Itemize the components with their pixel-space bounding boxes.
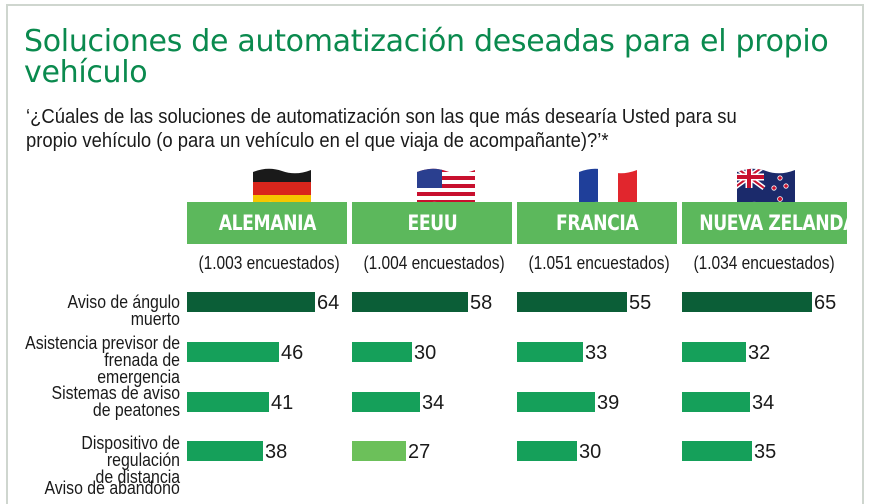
data-label-francia-row-3: 30 [579, 441, 601, 463]
bar-eeuu-row-0 [352, 292, 468, 312]
country-header-eeuu: EEUU [352, 202, 512, 244]
data-label-francia-row-1: 33 [585, 342, 607, 364]
data-label-eeuu-row-2: 34 [422, 392, 444, 414]
bar-eeuu-row-2 [352, 392, 420, 412]
germany-flag-icon [253, 168, 311, 207]
data-label-nueva-zelanda-row-1: 32 [748, 342, 770, 364]
bar-alemania-row-0 [187, 292, 315, 312]
row-label-aviso-peatones: Sistemas de aviso de peatones [51, 383, 180, 420]
data-label-alemania-row-0: 64 [317, 292, 339, 314]
france-flag-icon [579, 168, 637, 207]
bar-nueva-zelanda-row-1 [682, 342, 746, 362]
bar-francia-row-1 [517, 342, 583, 362]
row-label-frenada-emergencia: Asistencia previsor de frenada de emergen… [25, 333, 180, 387]
respondents-eeuu: (1.004 encuestados) [363, 253, 505, 273]
bar-eeuu-row-1 [352, 342, 412, 362]
data-label-francia-row-2: 39 [597, 392, 619, 414]
bar-eeuu-row-3 [352, 441, 406, 461]
country-header-francia: FRANCIA [517, 202, 677, 244]
data-label-eeuu-row-1: 30 [414, 342, 436, 364]
bar-francia-row-0 [517, 292, 627, 312]
data-label-nueva-zelanda-row-2: 34 [752, 392, 774, 414]
data-label-nueva-zelanda-row-3: 35 [754, 441, 776, 463]
bar-chart: 64 46 41 38 58 30 34 27 55 33 39 30 65 32 34 35 [187, 292, 836, 463]
new-zealand-flag-icon [737, 168, 795, 207]
bar-nueva-zelanda-row-3 [682, 441, 752, 461]
bar-alemania-row-2 [187, 392, 269, 412]
bar-francia-row-3 [517, 441, 577, 461]
data-label-alemania-row-3: 38 [265, 441, 287, 463]
row-label-angulo-muerto: Aviso de ángulo muerto [67, 292, 180, 329]
chart-frame [6, 4, 864, 504]
country-header-nueva-zelanda: NUEVA ZELANDA [682, 202, 847, 244]
bar-francia-row-2 [517, 392, 595, 412]
data-label-eeuu-row-0: 58 [470, 292, 492, 314]
data-label-eeuu-row-3: 27 [408, 441, 430, 463]
respondents-nueva-zelanda: (1.034 encuestados) [693, 253, 836, 273]
data-label-nueva-zelanda-row-0: 65 [814, 292, 836, 314]
country-header-alemania: ALEMANIA [187, 202, 347, 244]
data-label-francia-row-0: 55 [629, 292, 651, 314]
bar-alemania-row-1 [187, 342, 279, 362]
bar-nueva-zelanda-row-0 [682, 292, 812, 312]
chart-title: Soluciones de automatización deseadas pa… [24, 24, 829, 90]
chart-subtitle: ‘¿Cúales de las soluciones de automatiza… [26, 105, 737, 152]
row-label-regulacion-distancia: Dispositivo de regulación de distancia [81, 433, 180, 487]
bar-alemania-row-3 [187, 441, 263, 461]
data-label-alemania-row-2: 41 [271, 392, 293, 414]
bar-nueva-zelanda-row-2 [682, 392, 750, 412]
usa-flag-icon [417, 168, 475, 207]
data-label-alemania-row-1: 46 [281, 342, 303, 364]
respondents-alemania: (1.003 encuestados) [198, 253, 340, 273]
respondents-francia: (1.051 encuestados) [528, 253, 670, 273]
